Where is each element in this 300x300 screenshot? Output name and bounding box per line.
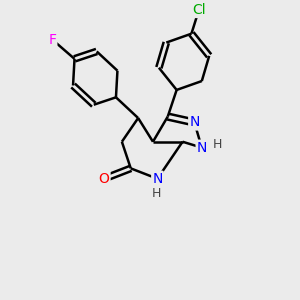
Text: N: N bbox=[196, 141, 207, 155]
Text: H: H bbox=[152, 187, 161, 200]
Text: N: N bbox=[189, 116, 200, 130]
Text: F: F bbox=[48, 33, 56, 46]
Text: N: N bbox=[152, 172, 163, 186]
Text: H: H bbox=[212, 138, 222, 151]
Text: Cl: Cl bbox=[192, 3, 206, 17]
Text: O: O bbox=[99, 172, 110, 186]
